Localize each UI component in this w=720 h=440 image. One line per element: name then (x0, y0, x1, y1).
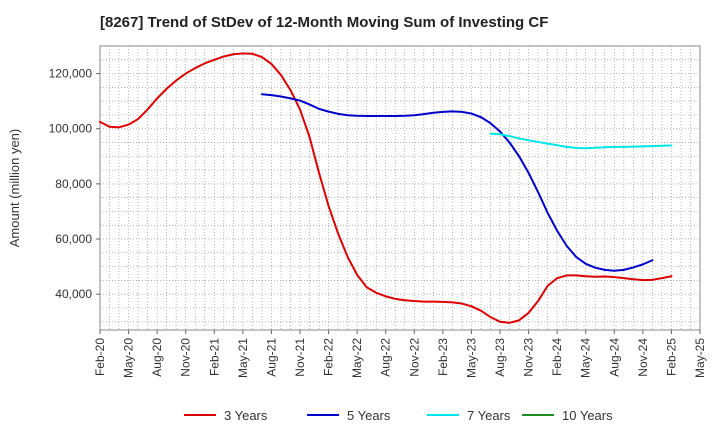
y-tick-label: 40,000 (55, 287, 92, 301)
x-tick-label: May-21 (236, 338, 250, 378)
x-tick-label: Nov-21 (293, 338, 307, 377)
x-tick-label: Feb-25 (664, 338, 678, 376)
y-tick-label: 60,000 (55, 232, 92, 246)
x-tick-label: May-23 (464, 338, 478, 378)
series-line-5-years (260, 93, 654, 272)
y-tick-label: 80,000 (55, 177, 92, 191)
x-tick-label: Nov-23 (522, 338, 536, 377)
x-tick-label: Aug-22 (379, 338, 393, 377)
grid (100, 46, 700, 330)
x-tick-label: Aug-20 (150, 338, 164, 377)
plot-area (99, 45, 701, 331)
x-tick-label: May-22 (350, 338, 364, 378)
x-tick-label: Nov-22 (407, 338, 421, 377)
y-tick-label: 100,000 (49, 122, 93, 136)
x-tick-label: Feb-24 (550, 338, 564, 376)
series-line-7-years (489, 132, 673, 150)
x-tick-label: May-20 (122, 338, 136, 378)
x-tick-label: Aug-24 (607, 338, 621, 377)
x-axis-ticks: Feb-20 May-20 Aug-20 Nov-20 Feb-21 May-21 Aug-… (93, 330, 707, 378)
x-tick-label: Feb-23 (436, 338, 450, 376)
x-tick-label: May-24 (579, 338, 593, 378)
x-tick-label: Feb-22 (322, 338, 336, 376)
x-tick-label: Aug-21 (264, 338, 278, 377)
x-tick-label: Nov-24 (636, 338, 650, 377)
chart-title: [8267] Trend of StDev of 12-Month Moving… (100, 14, 548, 31)
x-tick-label: Aug-23 (493, 338, 507, 377)
x-tick-label: May-25 (693, 338, 707, 378)
legend-label: 3 Years (224, 408, 268, 423)
legend-label: 7 Years (467, 408, 511, 423)
legend-label: 5 Years (347, 408, 391, 423)
x-tick-label: Feb-20 (93, 338, 107, 376)
x-tick-label: Nov-20 (179, 338, 193, 377)
y-axis-label: Amount (million yen) (7, 129, 22, 248)
series-lines (99, 52, 673, 324)
legend: 3 Years 5 Years 7 Years 10 Years (184, 408, 613, 423)
legend-label: 10 Years (562, 408, 613, 423)
series-line-3-years (99, 52, 673, 324)
y-tick-label: 120,000 (49, 67, 93, 81)
y-axis-ticks: 40,000 60,000 80,000 100,000 120,000 (49, 67, 100, 301)
x-tick-label: Feb-21 (207, 338, 221, 376)
